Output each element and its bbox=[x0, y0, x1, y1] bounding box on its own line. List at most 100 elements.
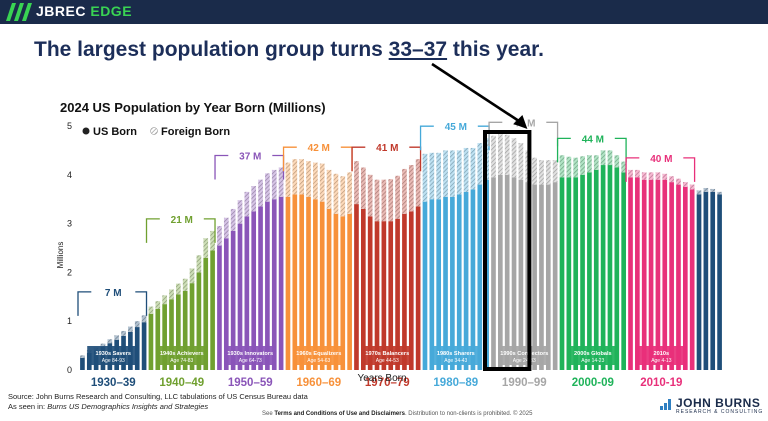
bar-foreign-born-tint bbox=[360, 167, 366, 209]
bar-us-born bbox=[381, 221, 387, 370]
bar-us-born bbox=[587, 172, 592, 370]
bar-us-born bbox=[333, 213, 339, 370]
bar-foreign-born bbox=[676, 178, 681, 185]
decade-label: 1960–69 bbox=[296, 377, 341, 389]
bar-foreign-born bbox=[450, 150, 455, 197]
bar-foreign-born-tint bbox=[682, 182, 688, 187]
decade-label: 2000-09 bbox=[572, 377, 614, 389]
bar-foreign-born bbox=[155, 301, 161, 309]
bar-foreign-born bbox=[80, 355, 85, 358]
bar-group bbox=[148, 230, 215, 370]
legend-us-born-icon bbox=[82, 127, 90, 135]
bar-foreign-born-tint bbox=[422, 153, 428, 202]
bar-foreign-born bbox=[648, 172, 654, 180]
bar-foreign-born-tint bbox=[676, 178, 681, 185]
bar-us-born bbox=[182, 290, 188, 370]
bar-us-born bbox=[388, 221, 394, 370]
bar-foreign-born-tint bbox=[436, 152, 442, 200]
bar-foreign-born bbox=[182, 278, 188, 291]
bar-foreign-born-tint bbox=[196, 255, 202, 273]
bar-foreign-born bbox=[635, 169, 640, 178]
bar-foreign-born bbox=[162, 295, 167, 305]
bar-foreign-born-tint bbox=[354, 161, 359, 205]
bar-us-born bbox=[710, 191, 716, 370]
bar-us-born bbox=[292, 194, 298, 370]
bar-foreign-born bbox=[504, 134, 510, 175]
bar-foreign-born-tint bbox=[655, 172, 661, 180]
bar-foreign-born bbox=[456, 150, 462, 195]
total-label: 45 M bbox=[445, 122, 467, 133]
bar-us-born bbox=[278, 196, 284, 370]
bar-foreign-born-tint bbox=[456, 150, 462, 195]
bar-foreign-born-tint bbox=[532, 157, 537, 185]
generation-age: Age 14-23 bbox=[581, 358, 604, 364]
bar-us-born bbox=[443, 196, 448, 370]
bar-foreign-born bbox=[176, 283, 181, 295]
bar-us-born bbox=[682, 187, 688, 370]
bar-foreign-born-tint bbox=[539, 160, 544, 185]
bar-us-born bbox=[285, 196, 291, 370]
bar-foreign-born-tint bbox=[614, 155, 620, 168]
bar-foreign-born bbox=[223, 217, 229, 239]
generation-age: Age 24-33 bbox=[513, 358, 536, 364]
bar-foreign-born bbox=[408, 165, 414, 212]
y-tick-label: 2 bbox=[67, 267, 72, 277]
bar-us-born bbox=[573, 177, 579, 370]
total-bracket bbox=[556, 137, 627, 163]
bar-foreign-born bbox=[600, 150, 606, 166]
bar-foreign-born bbox=[100, 343, 106, 348]
generation-age: Age 64-73 bbox=[239, 358, 262, 364]
bar-foreign-born-tint bbox=[148, 306, 154, 314]
y-tick-label: 3 bbox=[67, 219, 72, 229]
generation-age: Age 34-43 bbox=[444, 358, 467, 364]
total-label: 40 M bbox=[650, 154, 672, 165]
bar-foreign-born bbox=[354, 161, 359, 205]
bar-foreign-born bbox=[587, 155, 592, 173]
y-tick-label: 0 bbox=[67, 365, 72, 375]
seen-in-title: Burns US Demographics Insights and Strat… bbox=[47, 402, 209, 411]
bar-us-born bbox=[593, 169, 599, 370]
headline-suffix: this year. bbox=[447, 38, 544, 61]
generation-age: Age 4-13 bbox=[651, 358, 672, 364]
bar-foreign-born-tint bbox=[313, 162, 318, 200]
bar-foreign-born-tint bbox=[278, 167, 284, 197]
generation-name: 1990s Connectors bbox=[500, 351, 548, 357]
brand-stripes-icon bbox=[6, 3, 32, 21]
bar-foreign-born bbox=[682, 182, 688, 187]
bar-foreign-born bbox=[573, 157, 579, 178]
bar-us-born bbox=[566, 177, 572, 370]
bar-foreign-born bbox=[641, 172, 647, 180]
bar-foreign-born bbox=[388, 179, 394, 222]
total-bracket bbox=[77, 291, 148, 316]
bar-foreign-born-tint bbox=[600, 150, 606, 166]
seen-in-line: As seen in: Burns US Demographics Insigh… bbox=[8, 402, 308, 412]
bar-foreign-born bbox=[498, 134, 503, 175]
bar-foreign-born bbox=[360, 167, 366, 209]
bar-foreign-born bbox=[415, 159, 421, 207]
bar-foreign-born bbox=[258, 179, 263, 207]
headline-prefix: The largest population group turns bbox=[34, 38, 389, 61]
bar-foreign-born-tint bbox=[374, 179, 380, 222]
footer-suffix: . Distribution to non-clients is prohibi… bbox=[404, 411, 533, 417]
bar-foreign-born bbox=[655, 172, 661, 180]
generation-box bbox=[566, 346, 619, 365]
generation-box bbox=[224, 346, 277, 365]
bar-foreign-born bbox=[121, 330, 126, 336]
bar-foreign-born-tint bbox=[689, 184, 695, 190]
bar-us-born bbox=[696, 194, 702, 370]
generation-name: 1940s Achievers bbox=[160, 351, 204, 357]
bar-foreign-born-tint bbox=[498, 134, 503, 175]
bar-foreign-born-tint bbox=[545, 160, 551, 185]
bar-us-born bbox=[450, 196, 455, 370]
generation-age: Age 54-63 bbox=[307, 358, 330, 364]
bar-foreign-born-tint bbox=[669, 176, 674, 183]
bar-us-born bbox=[354, 204, 359, 370]
bar-foreign-born-tint bbox=[189, 268, 195, 284]
generation-name: 1980s Sharers bbox=[437, 351, 475, 357]
bar-foreign-born bbox=[491, 135, 496, 178]
bar-foreign-born-tint bbox=[80, 355, 85, 358]
terms-link[interactable]: Terms and Conditions of Use and Disclaim… bbox=[274, 411, 405, 417]
bar-foreign-born bbox=[662, 173, 668, 180]
bar-foreign-born-tint bbox=[271, 169, 277, 200]
